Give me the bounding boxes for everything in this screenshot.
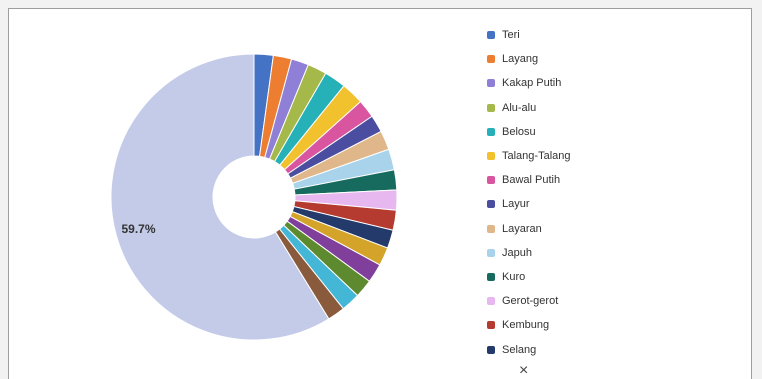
- legend-label: Layur: [502, 198, 530, 211]
- legend-label: Layaran: [502, 222, 542, 235]
- pie-slice-19[interactable]: [110, 53, 330, 341]
- legend-label: Kakap Putih: [502, 77, 562, 90]
- donut-chart: 59.7%: [110, 53, 398, 341]
- legend-swatch: [487, 55, 495, 64]
- legend-swatch: [487, 31, 495, 40]
- legend-item[interactable]: Kembung: [487, 313, 687, 337]
- legend-label: Selang: [502, 343, 537, 356]
- legend-item[interactable]: Japuh: [487, 241, 687, 265]
- legend-swatch: [487, 321, 495, 330]
- slice-data-label: 59.7%: [121, 222, 155, 236]
- legend-swatch: [487, 272, 495, 281]
- legend-swatch: [487, 224, 495, 233]
- legend-item[interactable]: Selang: [487, 337, 687, 361]
- legend-swatch: [487, 297, 495, 306]
- legend-item[interactable]: Layaran: [487, 217, 687, 241]
- legend-label: Bawal Putih: [502, 174, 561, 187]
- legend-swatch: [487, 345, 495, 354]
- legend-item[interactable]: Belosu: [487, 120, 687, 144]
- legend-swatch: [487, 200, 495, 209]
- legend-label: Talang-Talang: [502, 150, 571, 163]
- chart-legend: Teri Layang Kakap Putih Alu-alu Belosu Talang…: [487, 23, 687, 362]
- legend-item[interactable]: Teri: [487, 23, 687, 47]
- legend-label: Japuh: [502, 246, 532, 259]
- legend-item[interactable]: Kuro: [487, 265, 687, 289]
- legend-label: Alu-alu: [502, 101, 537, 114]
- legend-swatch: [487, 248, 495, 257]
- legend-item[interactable]: Talang-Talang: [487, 144, 687, 168]
- legend-item[interactable]: Alu-alu: [487, 96, 687, 120]
- legend-swatch: [487, 103, 495, 112]
- legend-swatch: [487, 176, 495, 185]
- legend-label: Kembung: [502, 319, 550, 332]
- legend-swatch: [487, 127, 495, 136]
- legend-label: Layang: [502, 53, 539, 66]
- legend-item[interactable]: Layur: [487, 192, 687, 216]
- close-icon[interactable]: ×: [519, 362, 529, 379]
- legend-swatch: [487, 79, 495, 88]
- legend-label: Teri: [502, 29, 520, 42]
- legend-item[interactable]: Bawal Putih: [487, 168, 687, 192]
- legend-item[interactable]: Gerot-gerot: [487, 289, 687, 313]
- legend-item[interactable]: Layang: [487, 47, 687, 71]
- legend-item[interactable]: Kakap Putih: [487, 71, 687, 95]
- legend-label: Kuro: [502, 270, 526, 283]
- legend-label: Belosu: [502, 125, 536, 138]
- legend-label: Gerot-gerot: [502, 295, 559, 308]
- legend-swatch: [487, 152, 495, 161]
- chart-panel: 59.7% Teri Layang Kakap Putih Alu-alu Belosu…: [8, 8, 752, 379]
